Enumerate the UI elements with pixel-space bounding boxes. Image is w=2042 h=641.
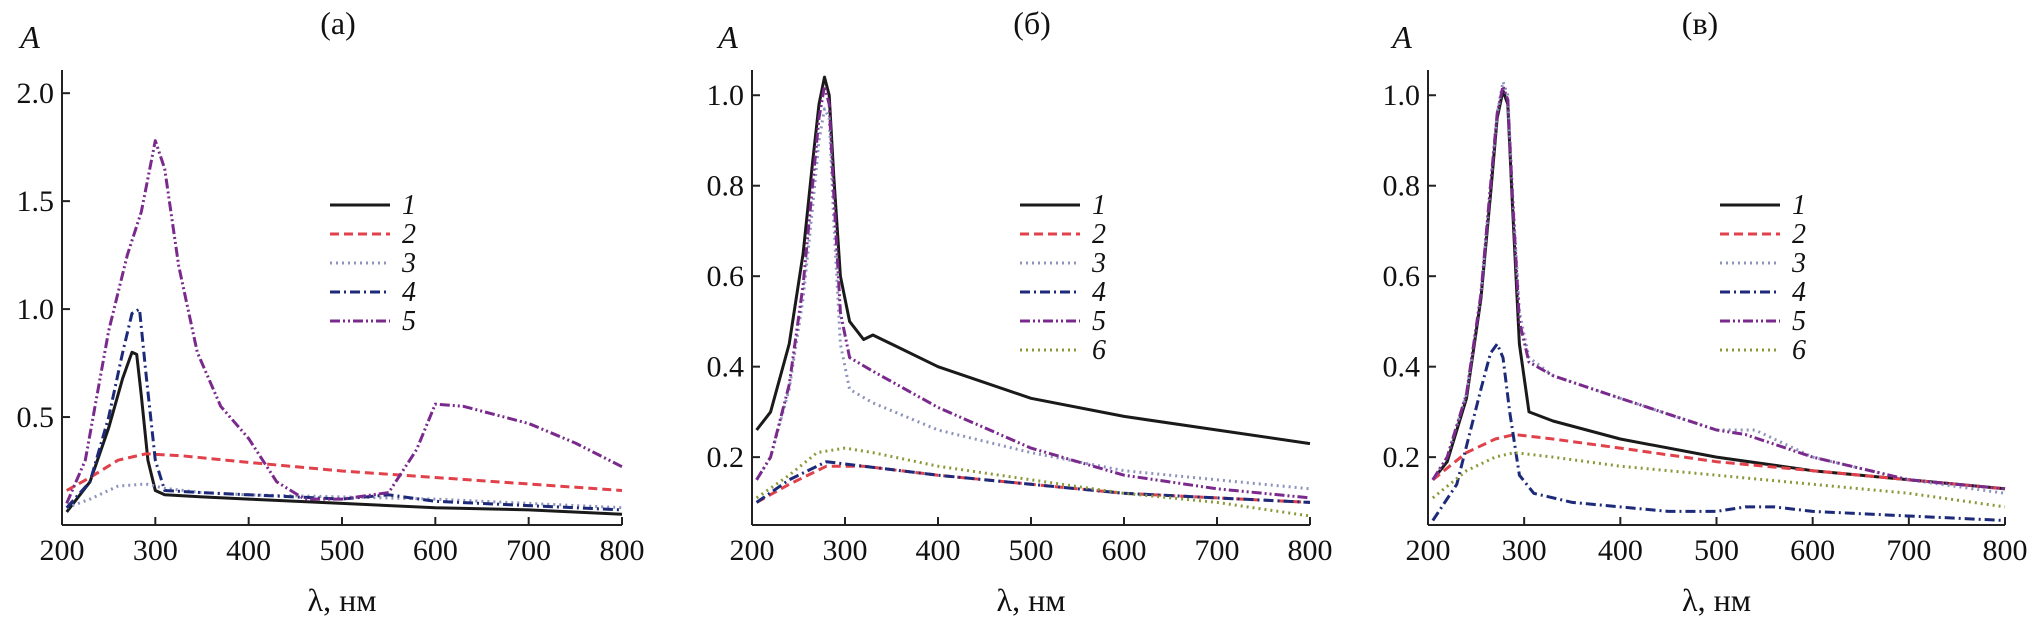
series-line-2 <box>65 452 623 492</box>
chart-panel-1: (а) A 200 300 400 500 600 700 800 0.5 1.0 1.5 2.0 λ, … <box>17 5 645 618</box>
legend-label-5: 5 <box>1092 306 1106 337</box>
legend-label-2: 2 <box>402 219 416 250</box>
x-tick-label: 200 <box>40 534 85 567</box>
series-line-5 <box>755 84 1311 500</box>
y-tick-label: 1.0 <box>1383 79 1421 112</box>
legend-label-6: 6 <box>1792 335 1806 366</box>
x-tick-label: 700 <box>506 534 551 567</box>
y-tick-label: 0.2 <box>1383 441 1421 474</box>
legend-label-4: 4 <box>402 277 416 308</box>
x-axis-title: λ, нм <box>308 582 377 618</box>
legend-label-6: 6 <box>1092 335 1106 366</box>
legend-label-5: 5 <box>1792 306 1806 337</box>
series-line-1 <box>755 75 1311 446</box>
legend-label-3: 3 <box>1791 248 1806 279</box>
x-axis-title: λ, нм <box>1682 582 1751 618</box>
series-line-4 <box>1431 342 2006 522</box>
series-line-2 <box>1431 433 2006 491</box>
chart-panel-3: (в) A 200 300 400 500 600 700 800 0.2 0.4 0.6 0.8 1.0… <box>1383 5 2028 618</box>
y-axis-title: A <box>716 19 738 55</box>
x-tick-label: 300 <box>1502 534 1547 567</box>
x-tick-label: 800 <box>1288 534 1333 567</box>
x-tick-label: 500 <box>320 534 365 567</box>
legend-label-3: 3 <box>401 248 416 279</box>
x-tick-label: 700 <box>1886 534 1931 567</box>
y-tick-label: 1.5 <box>17 185 55 218</box>
series-line-5 <box>1431 84 2006 491</box>
x-tick-label: 600 <box>1102 534 1147 567</box>
x-tick-label: 500 <box>1694 534 1739 567</box>
x-tick-label: 400 <box>1598 534 1643 567</box>
x-axis-title: λ, нм <box>997 582 1066 618</box>
series-line-4 <box>65 307 623 512</box>
y-tick-label: 0.6 <box>1383 260 1421 293</box>
x-tick-label: 200 <box>1406 534 1451 567</box>
y-axis-title: A <box>18 19 40 55</box>
panel-title: (в) <box>1682 5 1718 41</box>
panel-title: (а) <box>320 5 356 41</box>
legend-label-2: 2 <box>1092 219 1106 250</box>
y-tick-label: 0.4 <box>1383 351 1421 384</box>
x-tick-label: 300 <box>823 534 868 567</box>
series-line-1 <box>65 350 623 516</box>
x-tick-label: 500 <box>1009 534 1054 567</box>
x-tick-label: 300 <box>133 534 178 567</box>
y-tick-label: 2.0 <box>17 77 55 110</box>
legend-label-2: 2 <box>1792 219 1806 250</box>
panel-title: (б) <box>1013 5 1051 41</box>
series-line-6 <box>755 446 1311 518</box>
legend-label-1: 1 <box>1092 190 1106 221</box>
y-tick-label: 1.0 <box>17 293 55 326</box>
legend-label-1: 1 <box>402 190 416 221</box>
y-tick-label: 0.5 <box>17 401 55 434</box>
series-line-4 <box>755 460 1311 504</box>
y-axis-title: A <box>1390 19 1412 55</box>
legend-label-3: 3 <box>1091 248 1106 279</box>
x-tick-label: 400 <box>916 534 961 567</box>
x-tick-label: 600 <box>1790 534 1835 567</box>
y-tick-label: 0.8 <box>707 170 745 203</box>
y-tick-label: 1.0 <box>707 79 745 112</box>
x-tick-label: 600 <box>413 534 458 567</box>
x-tick-label: 200 <box>730 534 775 567</box>
x-tick-label: 700 <box>1195 534 1240 567</box>
legend-label-4: 4 <box>1792 277 1806 308</box>
series-line-5 <box>65 139 623 504</box>
y-tick-label: 0.6 <box>707 260 745 293</box>
y-tick-label: 0.8 <box>1383 170 1421 203</box>
legend-label-5: 5 <box>402 306 416 337</box>
y-tick-label: 0.4 <box>707 351 745 384</box>
legend-label-1: 1 <box>1792 190 1806 221</box>
x-tick-label: 800 <box>600 534 645 567</box>
series-line-3 <box>1431 80 2006 495</box>
x-tick-label: 800 <box>1983 534 2028 567</box>
legend-label-4: 4 <box>1092 277 1106 308</box>
y-tick-label: 0.2 <box>707 441 745 474</box>
chart-panel-2: (б) A 200 300 400 500 600 700 800 0.2 0.4 0.6 0.8 1.0… <box>707 5 1333 618</box>
x-tick-label: 400 <box>226 534 271 567</box>
